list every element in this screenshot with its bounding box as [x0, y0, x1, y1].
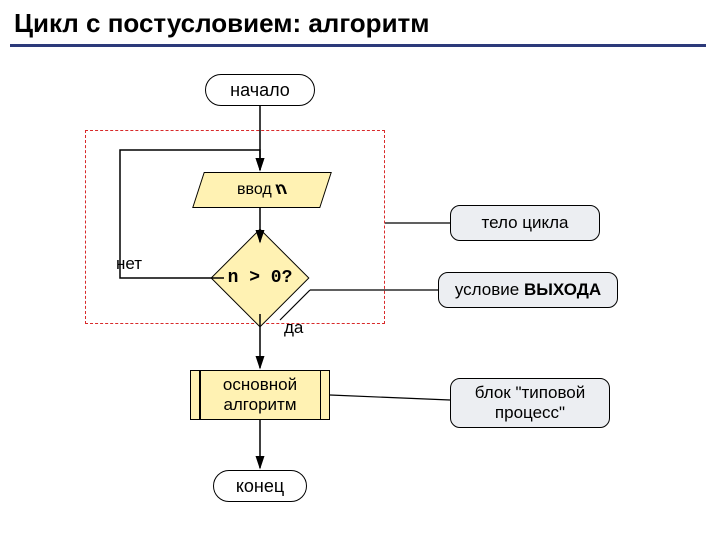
callout-loop-body: тело цикла	[450, 205, 600, 241]
end-label: конец	[236, 476, 284, 497]
start-terminator: начало	[205, 74, 315, 106]
condition-label: n > 0?	[225, 243, 295, 313]
page-title: Цикл с постусловием: алгоритм	[14, 8, 430, 39]
title-underline	[10, 44, 706, 47]
condition-node: n > 0?	[225, 243, 295, 313]
start-label: начало	[230, 80, 290, 101]
edge-label-yes: да	[284, 318, 303, 338]
process-label: основнойалгоритм	[223, 375, 297, 414]
process-node: основнойалгоритм	[190, 370, 330, 420]
input-node: ввод n ввод n	[192, 172, 332, 208]
end-terminator: конец	[213, 470, 307, 502]
callout-process-block: блок "типовойпроцесс"	[450, 378, 610, 428]
callout-exit-condition: условие ВЫХОДА	[438, 272, 618, 308]
process-stripe-left	[199, 371, 201, 419]
process-stripe-right	[320, 371, 322, 419]
edge-label-no: нет	[116, 254, 142, 274]
input-label: ввод n ввод n	[237, 180, 287, 200]
